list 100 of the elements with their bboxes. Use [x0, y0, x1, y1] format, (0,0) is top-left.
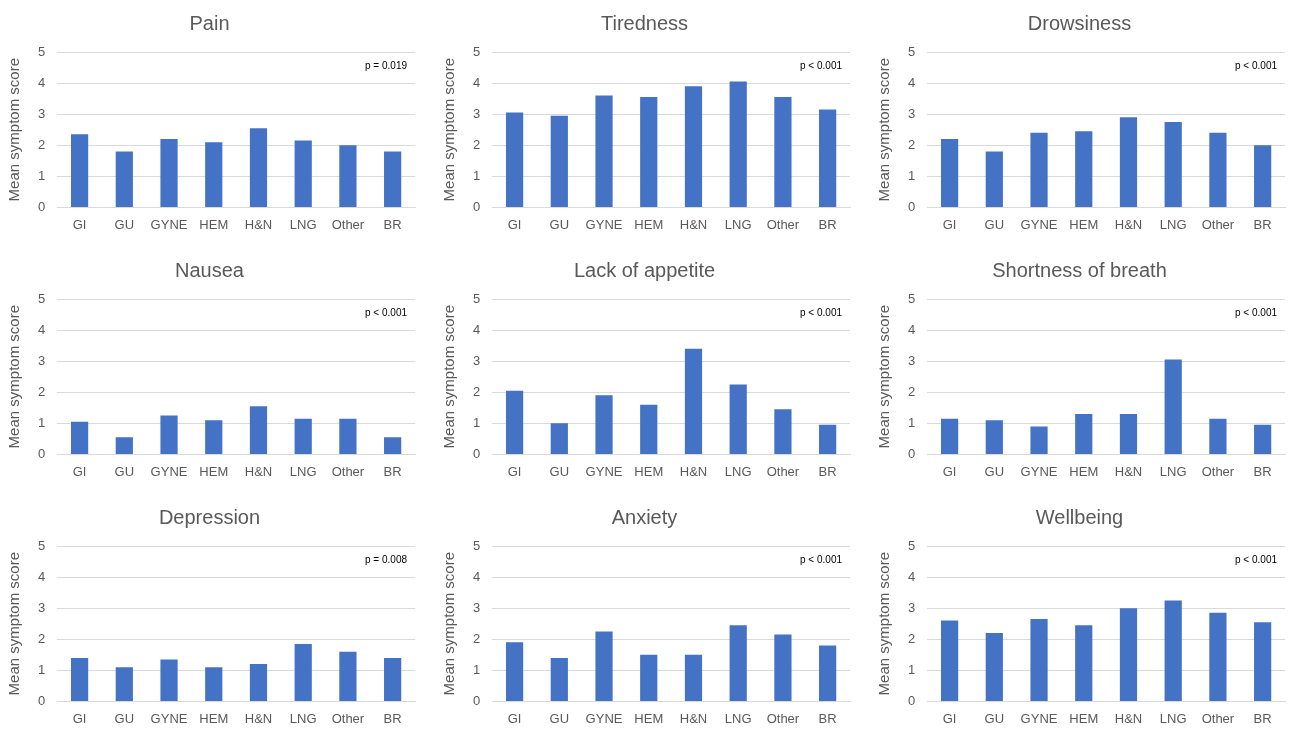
x-tick-label: GU: [549, 710, 570, 726]
y-tick-label: 0: [473, 198, 481, 214]
x-tick-label: BR: [1253, 463, 1272, 479]
x-tick-label: Other: [1201, 710, 1235, 726]
bar: [160, 139, 178, 207]
bar: [729, 81, 747, 207]
y-axis-title: Mean symptom score: [440, 305, 458, 449]
y-tick-label: 3: [38, 105, 46, 121]
x-tick-label: BR: [383, 216, 402, 232]
bar: [1209, 418, 1227, 454]
y-tick-label: 1: [38, 414, 46, 430]
annotation: p = 0.019: [365, 59, 408, 71]
x-tick-label: HEM: [1069, 216, 1099, 232]
x-tick-label: LNG: [724, 710, 752, 726]
chart-title: Pain: [189, 11, 230, 34]
bar: [249, 664, 268, 701]
x-tick-label: LNG: [724, 463, 752, 479]
bar: [70, 134, 89, 207]
x-tick-label: Other: [331, 216, 365, 232]
x-tick-label: GI: [942, 463, 957, 479]
y-tick-label: 1: [473, 167, 481, 183]
bar: [1209, 132, 1227, 207]
bar: [1030, 619, 1048, 701]
x-tick-label: GU: [984, 710, 1005, 726]
annotation: p < 0.001: [800, 59, 843, 71]
y-tick-label: 1: [908, 661, 916, 677]
x-tick-label: GYNE: [585, 463, 623, 479]
bar: [249, 128, 268, 207]
x-tick-label: GU: [984, 216, 1005, 232]
x-tick-label: BR: [818, 463, 837, 479]
x-tick-label: GI: [72, 216, 87, 232]
x-tick-label: H&N: [244, 463, 273, 479]
y-tick-label: 2: [38, 136, 46, 152]
x-tick-label: GU: [114, 216, 135, 232]
y-tick-label: 1: [38, 661, 46, 677]
x-tick-label: GU: [549, 216, 570, 232]
chart-title: Shortness of breath: [992, 258, 1167, 281]
y-tick-label: 0: [38, 692, 46, 708]
y-tick-label: 0: [908, 198, 916, 214]
chart-title: Anxiety: [611, 505, 678, 528]
y-axis-title: Mean symptom score: [5, 552, 23, 696]
x-tick-label: H&N: [679, 710, 708, 726]
bar: [205, 420, 223, 454]
y-tick-label: 4: [38, 321, 46, 337]
bar: [505, 642, 524, 701]
bar: [550, 423, 568, 454]
annotation: p < 0.001: [1235, 306, 1278, 318]
y-tick-label: 2: [473, 136, 481, 152]
y-tick-label: 2: [38, 383, 46, 399]
y-tick-label: 1: [473, 414, 481, 430]
bar: [205, 142, 223, 207]
x-tick-label: Other: [331, 463, 365, 479]
x-tick-label: HEM: [1069, 710, 1099, 726]
bar: [1209, 612, 1227, 701]
y-tick-label: 4: [473, 568, 481, 584]
y-tick-label: 5: [473, 43, 481, 59]
bar: [1119, 117, 1138, 207]
y-axis-title: Mean symptom score: [5, 305, 23, 449]
x-tick-label: LNG: [289, 710, 317, 726]
bar: [505, 112, 524, 207]
x-tick-label: GYNE: [1020, 463, 1058, 479]
y-tick-label: 3: [38, 352, 46, 368]
y-tick-label: 4: [908, 74, 916, 90]
bar: [115, 667, 133, 701]
bar: [1254, 622, 1272, 701]
y-tick-label: 4: [473, 74, 481, 90]
y-tick-label: 3: [473, 105, 481, 121]
x-tick-label: GYNE: [150, 216, 188, 232]
bar: [1254, 145, 1272, 207]
y-tick-label: 5: [38, 537, 46, 553]
y-tick-label: 3: [908, 599, 916, 615]
y-axis-title: Mean symptom score: [875, 552, 893, 696]
x-tick-label: HEM: [634, 216, 664, 232]
bar: [249, 406, 268, 454]
y-tick-label: 5: [473, 537, 481, 553]
bar: [640, 404, 658, 454]
bar: [985, 420, 1003, 454]
y-tick-label: 4: [908, 568, 916, 584]
bar: [384, 437, 402, 454]
x-tick-label: GI: [507, 463, 522, 479]
bar: [774, 634, 792, 701]
y-tick-label: 1: [908, 167, 916, 183]
x-tick-label: GI: [72, 710, 87, 726]
bar: [339, 418, 357, 454]
bar: [339, 651, 357, 701]
y-axis-title: Mean symptom score: [440, 58, 458, 202]
x-tick-label: GYNE: [585, 710, 623, 726]
bar: [1119, 414, 1138, 454]
y-tick-label: 3: [473, 599, 481, 615]
bar: [940, 418, 959, 454]
chart-title: Drowsiness: [1027, 11, 1132, 34]
bar: [729, 625, 747, 701]
bar: [1075, 625, 1093, 701]
bar: [595, 631, 613, 701]
x-tick-label: Other: [1201, 463, 1235, 479]
x-tick-label: H&N: [244, 216, 273, 232]
x-tick-label: LNG: [289, 463, 317, 479]
y-tick-label: 5: [908, 290, 916, 306]
x-tick-label: HEM: [1069, 463, 1099, 479]
x-tick-label: LNG: [1159, 463, 1187, 479]
